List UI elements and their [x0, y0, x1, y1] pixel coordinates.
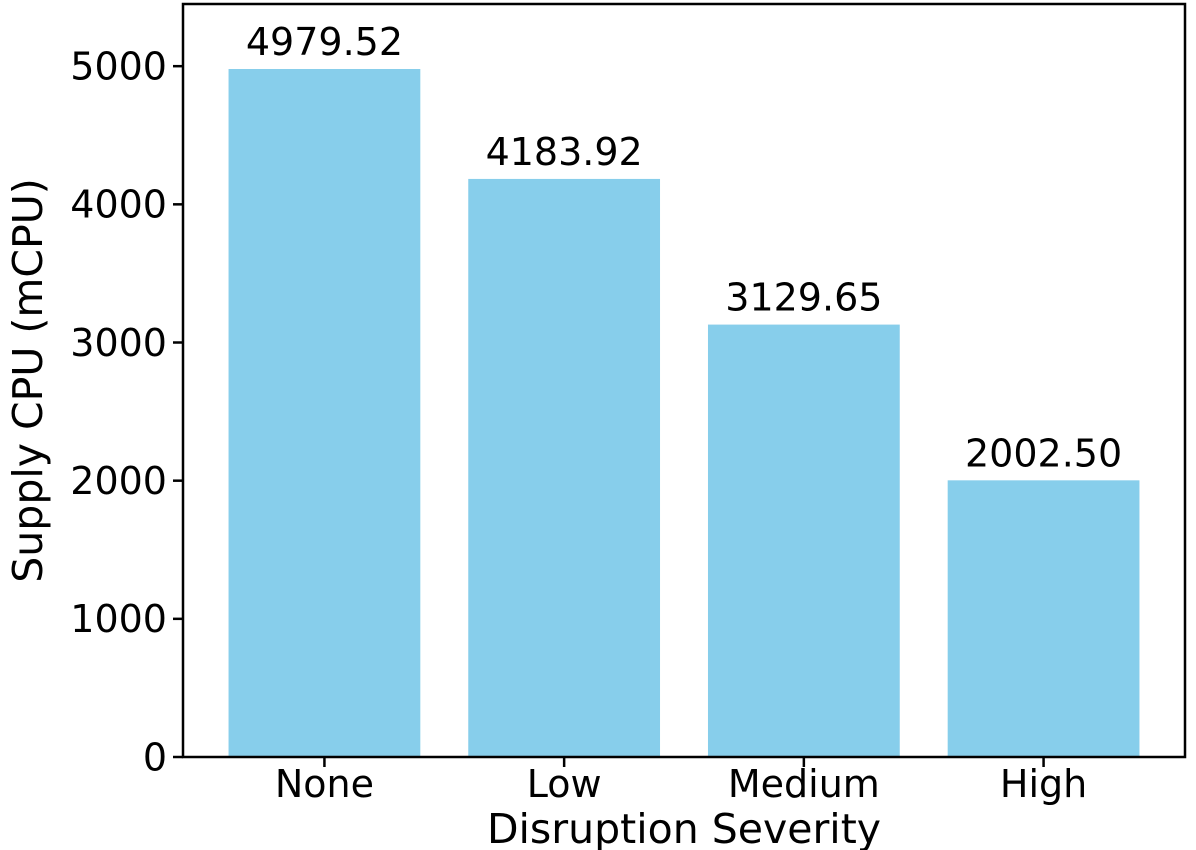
y-tick-label: 2000: [70, 459, 167, 503]
bar-value-label: 4183.92: [486, 130, 643, 174]
x-tick-label: High: [1000, 762, 1087, 806]
y-tick-label: 3000: [70, 321, 167, 365]
x-tick-label: Medium: [728, 762, 880, 806]
x-tick-label: Low: [527, 762, 602, 806]
bar-high: [947, 480, 1140, 757]
y-axis-label: Supply CPU (mCPU): [4, 178, 52, 582]
x-tick-label: None: [275, 762, 374, 806]
bar-value-label: 2002.50: [965, 431, 1122, 475]
y-tick-label: 1000: [70, 597, 167, 641]
bar-value-label: 3129.65: [725, 276, 882, 320]
plot-spines: [181, 2, 1187, 759]
y-tick-label: 4000: [70, 183, 167, 227]
bar-low: [468, 178, 661, 758]
bar-medium: [707, 324, 900, 757]
y-tick-label: 0: [143, 735, 167, 779]
bar-none: [228, 69, 421, 758]
y-tick-label: 5000: [70, 44, 167, 88]
x-axis-label: Disruption Severity: [487, 805, 881, 850]
bar-value-label: 4979.52: [246, 20, 403, 64]
